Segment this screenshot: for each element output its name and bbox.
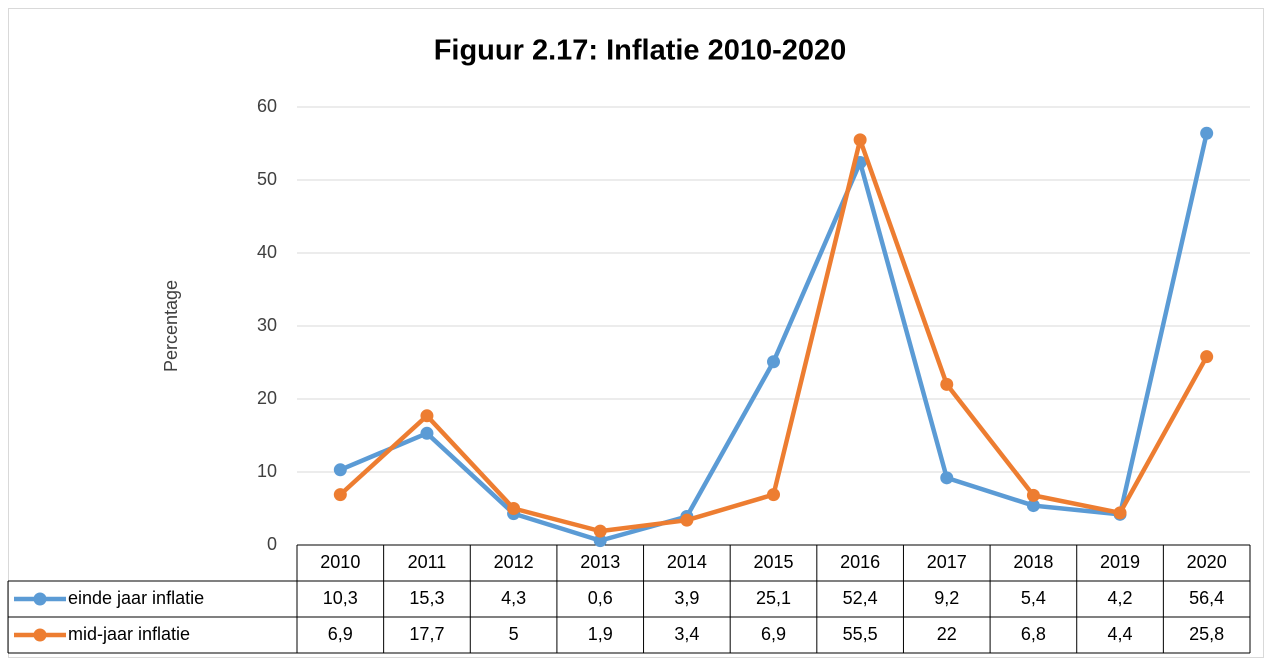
data-point	[940, 377, 954, 391]
x-tick-label: 2017	[927, 552, 967, 572]
x-tick-label: 2011	[408, 552, 447, 572]
data-point	[1200, 350, 1214, 364]
data-point	[1026, 488, 1040, 502]
data-point	[853, 133, 867, 147]
data-label: 0,6	[588, 588, 613, 608]
data-label: 4,2	[1108, 588, 1133, 608]
data-point	[507, 502, 521, 515]
data-point	[1026, 499, 1040, 513]
data-label: 5	[509, 624, 519, 644]
data-label: 17,7	[409, 624, 444, 644]
data-point	[593, 534, 607, 548]
x-tick-label: 2014	[667, 552, 707, 572]
y-tick-label: 50	[257, 169, 277, 189]
data-label: 4,4	[1108, 624, 1133, 644]
data-point	[940, 471, 954, 485]
data-label: 15,3	[409, 588, 444, 608]
x-tick-label: 2020	[1187, 552, 1227, 572]
chart-title: Figuur 2.17: Inflatie 2010-2020	[434, 35, 847, 67]
legend-marker	[33, 592, 47, 606]
data-point	[420, 409, 434, 423]
x-tick-label: 2013	[580, 552, 620, 572]
legend-marker	[33, 628, 47, 642]
y-tick-label: 10	[257, 461, 277, 481]
data-label: 52,4	[843, 588, 878, 608]
data-label: 55,5	[843, 624, 878, 644]
data-point	[593, 524, 607, 538]
data-point	[680, 513, 694, 527]
data-point	[767, 355, 780, 369]
y-tick-label: 30	[257, 315, 277, 335]
x-tick-label: 2012	[494, 552, 534, 572]
data-label: 1,9	[588, 624, 613, 644]
x-tick-label: 2018	[1013, 552, 1053, 572]
legend-label: mid-jaar inflatie	[68, 624, 190, 644]
data-label: 5,4	[1021, 588, 1046, 608]
legend-label: einde jaar inflatie	[68, 588, 204, 608]
chart-frame	[8, 8, 1264, 658]
data-label: 25,1	[756, 588, 791, 608]
data-point	[1113, 506, 1127, 520]
data-point	[767, 488, 780, 502]
data-label: 4,3	[501, 588, 526, 608]
y-tick-label: 40	[257, 242, 277, 262]
data-label: 6,9	[328, 624, 353, 644]
data-label: 6,8	[1021, 624, 1046, 644]
data-point	[333, 463, 347, 477]
data-label: 9,2	[934, 588, 959, 608]
x-tick-label: 2016	[840, 552, 880, 572]
data-label: 25,8	[1189, 624, 1224, 644]
y-axis-label: Percentage	[161, 280, 181, 372]
y-tick-label: 20	[257, 388, 277, 408]
data-point	[1200, 126, 1214, 140]
data-point	[333, 488, 347, 502]
y-tick-label: 60	[257, 96, 277, 116]
x-tick-label: 2010	[320, 552, 360, 572]
data-label: 22	[937, 624, 957, 644]
y-tick-label: 0	[267, 534, 277, 554]
data-label: 10,3	[323, 588, 358, 608]
data-label: 3,4	[674, 624, 699, 644]
data-label: 56,4	[1189, 588, 1224, 608]
data-label: 3,9	[674, 588, 699, 608]
data-label: 6,9	[761, 624, 786, 644]
x-tick-label: 2015	[753, 552, 793, 572]
data-point	[420, 426, 434, 440]
x-tick-label: 2019	[1100, 552, 1140, 572]
